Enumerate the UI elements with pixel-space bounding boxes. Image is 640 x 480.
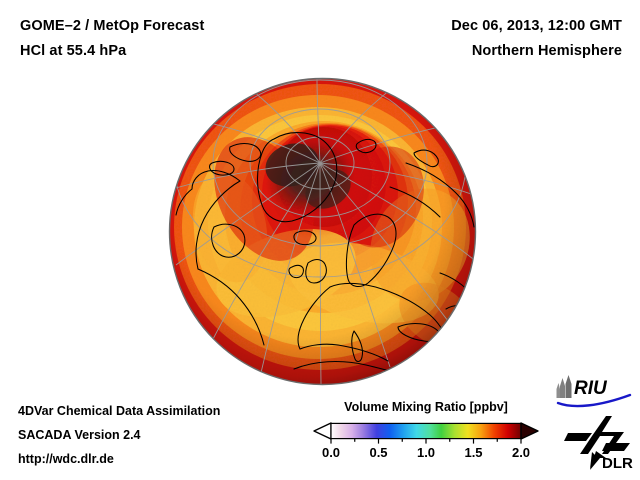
footer-url-link[interactable]: http://wdc.dlr.de	[18, 452, 114, 466]
colorbar-under-arrow	[313, 422, 332, 440]
page-title: GOME–2 / MetOp Forecast	[20, 18, 205, 34]
riu-logo-text: RIU	[574, 378, 608, 399]
dlr-logo-text: DLR	[602, 455, 633, 472]
riu-logo: RIU	[556, 375, 632, 408]
globe-outline	[168, 77, 477, 386]
colorbar: Volume Mixing Ratio [ppbv] 0.0 0.5 1.0 1.5 2…	[312, 400, 540, 470]
footer-method-label: 4DVar Chemical Data Assimilation	[18, 404, 221, 418]
footer-version-label: SACADA Version 2.4	[18, 428, 141, 442]
colorbar-tick-label: 0.0	[321, 445, 341, 460]
colorbar-over-arrow	[520, 422, 539, 440]
colorbar-tick-label: 1.0	[416, 445, 436, 460]
timestamp-label: Dec 06, 2013, 12:00 GMT	[451, 18, 622, 34]
globe-field	[169, 78, 476, 385]
colorbar-ticks	[330, 438, 522, 444]
colorbar-title: Volume Mixing Ratio [ppbv]	[344, 400, 508, 414]
colorbar-tick-label: 2.0	[511, 445, 531, 460]
dlr-logo: DLR	[564, 416, 633, 472]
globe-plot	[168, 77, 477, 386]
globe-svg	[168, 77, 477, 386]
page-subtitle: HCl at 55.4 hPa	[20, 43, 127, 59]
colorbar-tick-label: 1.5	[464, 445, 483, 460]
region-label: Northern Hemisphere	[471, 43, 622, 59]
colorbar-tick-labels: 0.0 0.5 1.0 1.5 2.0	[312, 445, 540, 467]
colorbar-gradient	[331, 423, 521, 439]
coastlines	[175, 132, 475, 385]
colorbar-scale	[313, 422, 539, 444]
colorbar-tick-label: 0.5	[369, 445, 388, 460]
riu-wave-icon	[556, 393, 632, 408]
dlr-mark-icon	[564, 416, 630, 470]
riu-spires-icon	[556, 375, 572, 398]
